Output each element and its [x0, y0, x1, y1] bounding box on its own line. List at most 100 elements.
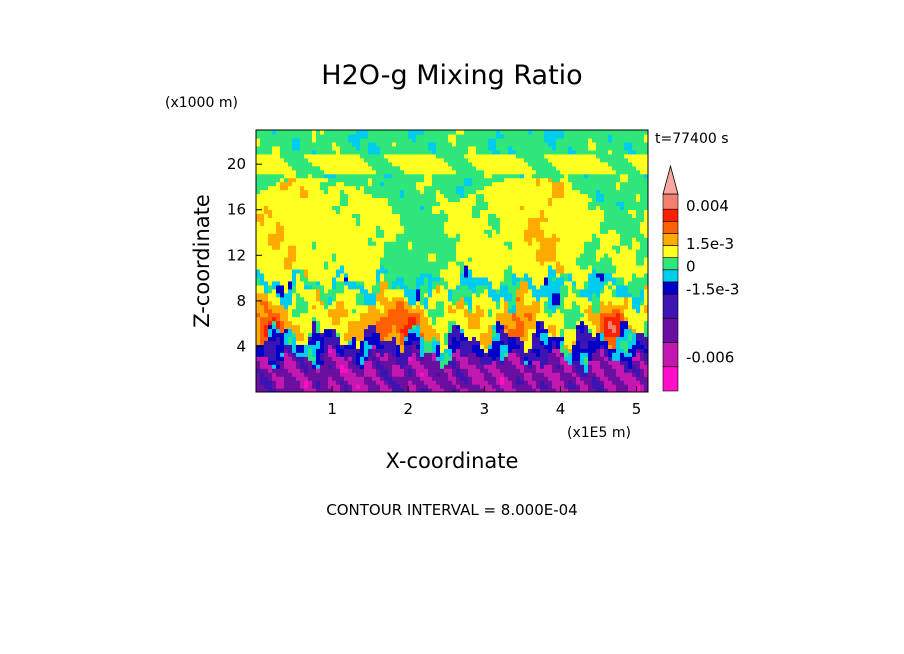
contour-cell [504, 356, 509, 361]
contour-cell [280, 221, 357, 226]
contour-cell [256, 312, 261, 318]
contour-cell [320, 300, 325, 306]
contour-cell [324, 360, 337, 365]
contour-cell [460, 388, 469, 392]
colorbar-swatch [662, 366, 679, 392]
contour-cell [600, 336, 605, 341]
contour-cell [580, 316, 589, 322]
contour-cell [456, 137, 489, 143]
contour-cell [468, 304, 473, 310]
contour-cell [344, 300, 357, 306]
contour-cell [560, 288, 569, 294]
contour-cell [392, 296, 405, 302]
contour-cell [480, 292, 489, 298]
contour-cell [328, 296, 333, 302]
contour-cell [500, 296, 505, 302]
contour-cell [460, 348, 473, 353]
contour-cell [408, 133, 417, 139]
contour-cell [336, 253, 385, 258]
contour-cell [576, 328, 581, 334]
contour-cell [472, 213, 481, 218]
contour-cell [288, 253, 297, 258]
contour-cell [452, 304, 457, 310]
contour-cell [484, 185, 553, 191]
contour-cell [492, 308, 505, 314]
contour-cell [336, 173, 385, 179]
x-tick-label: 5 [632, 400, 642, 418]
contour-cell [268, 185, 281, 191]
contour-cell [336, 272, 341, 278]
contour-cell [340, 197, 349, 203]
contour-cell [628, 245, 633, 250]
contour-cell [292, 308, 309, 314]
contour-cell [632, 300, 641, 306]
contour-cell [476, 193, 485, 199]
contour-cell [268, 332, 273, 338]
contour-cell [312, 241, 317, 246]
contour-cell [520, 344, 525, 349]
contour-cell [256, 272, 265, 278]
contour-cell [456, 356, 469, 361]
contour-cell [256, 189, 261, 195]
contour-cell [572, 344, 581, 349]
contour-cell [532, 288, 561, 294]
contour-cell [396, 344, 401, 349]
contour-cell [276, 324, 281, 330]
contour-cell [452, 380, 457, 385]
contour-cell [368, 384, 381, 389]
contour-cell [500, 284, 509, 290]
contour-cell [312, 364, 317, 369]
contour-cell [396, 141, 429, 147]
contour-cell [528, 360, 533, 365]
contour-cell [468, 284, 477, 290]
contour-cell [576, 320, 581, 326]
contour-cell [268, 292, 277, 298]
contour-cell [640, 308, 645, 314]
contour-cell [428, 145, 437, 151]
contour-cell [476, 149, 493, 155]
contour-cell [360, 316, 381, 322]
contour-cell [408, 328, 421, 334]
contour-cell [256, 276, 261, 282]
contour-cell [480, 316, 497, 322]
contour-cell [404, 292, 417, 298]
contour-cell [548, 272, 557, 278]
contour-cell [256, 356, 269, 361]
contour-cell [596, 145, 625, 151]
contour-cell [292, 272, 297, 278]
contour-cell [540, 177, 549, 183]
contour-cell [280, 300, 293, 306]
contour-cell [444, 276, 461, 282]
contour-cell [424, 332, 441, 338]
contour-cell [516, 312, 525, 318]
contour-cell [436, 356, 445, 361]
contour-cell [296, 360, 301, 365]
contour-cell [276, 380, 285, 385]
contour-cell [488, 328, 493, 334]
contour-cell [560, 237, 593, 242]
contour-cell [376, 352, 381, 357]
contour-cell [564, 324, 577, 330]
contour-cell [464, 185, 485, 191]
contour-cell [564, 364, 573, 369]
contour-cell [256, 173, 285, 179]
contour-cell [628, 340, 637, 345]
contour-cell [564, 320, 577, 326]
contour-cell [348, 276, 377, 282]
contour-cell [384, 272, 421, 278]
contour-cell [392, 388, 405, 392]
contour-cell [364, 185, 417, 191]
contour-cell [604, 280, 609, 286]
contour-cell [484, 288, 489, 294]
contour-cell [336, 380, 341, 385]
contour-cell [620, 205, 625, 210]
contour-cell [588, 304, 593, 310]
contour-cell [608, 137, 613, 143]
contour-cell [348, 328, 365, 334]
contour-cell [488, 308, 493, 314]
contour-cell [456, 261, 465, 266]
contour-cell [352, 356, 357, 361]
contour-cell [316, 316, 333, 322]
contour-cell [356, 336, 365, 341]
contour-cell [512, 304, 517, 310]
